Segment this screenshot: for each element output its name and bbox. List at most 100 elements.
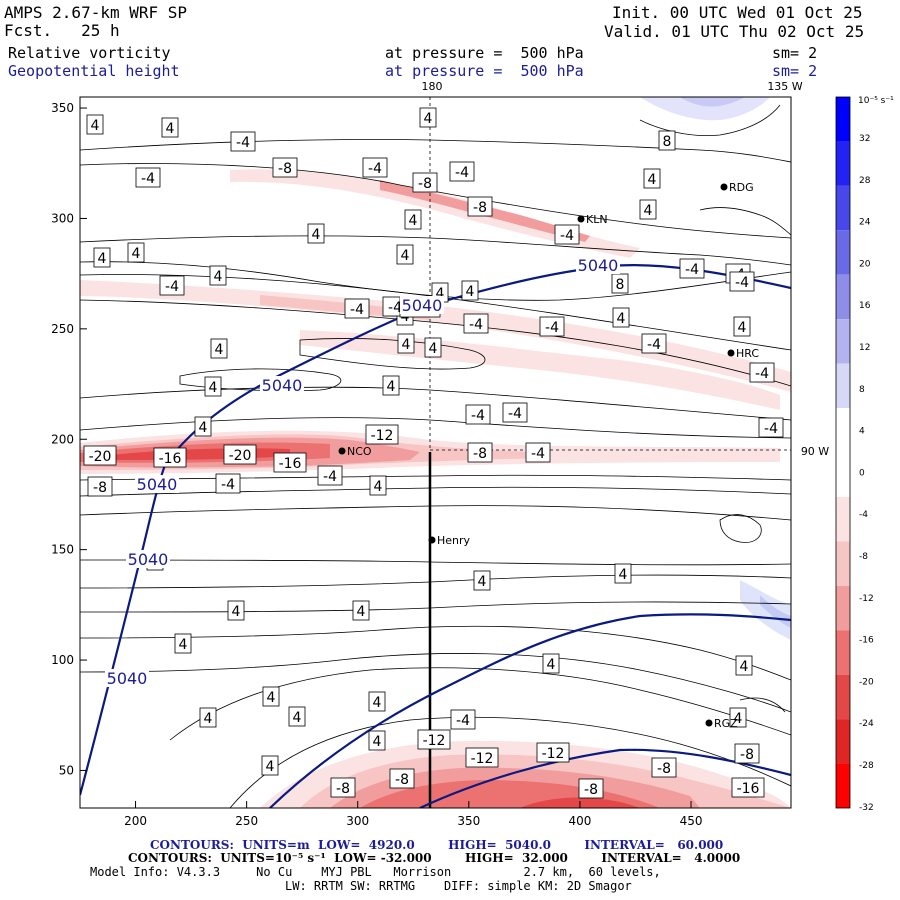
vorticity-label: 4 xyxy=(643,168,661,189)
colorbar-tick-label: 12 xyxy=(859,343,870,353)
vorticity-label: -4 xyxy=(679,258,705,279)
colorbar-tick-label: 16 xyxy=(859,301,871,311)
colorbar-tick-label: 4 xyxy=(859,427,865,437)
svg-text:8: 8 xyxy=(663,134,672,150)
x-tick-label: 200 xyxy=(124,814,147,828)
axes: 200 250 300 350 400 450 350 300 250 200 150 100 50 xyxy=(51,101,702,828)
height-labels: 5040 5040 5040 5040 5040 5040 xyxy=(105,256,620,688)
vorticity-label: -8 xyxy=(578,778,604,799)
svg-text:-4: -4 xyxy=(647,337,661,353)
svg-text:4: 4 xyxy=(740,659,749,675)
vorticity-label: 4 xyxy=(424,337,442,358)
vorticity-shading xyxy=(80,169,791,808)
vorticity-label: 4 xyxy=(733,316,751,337)
svg-text:4: 4 xyxy=(215,342,224,358)
vorticity-label: -4 xyxy=(215,473,241,494)
vorticity-label: 4 xyxy=(199,707,217,728)
meridian-180-label: 180 xyxy=(422,80,443,93)
stations: RDG KLN HRC NCO Henry RGZ xyxy=(338,181,759,730)
vorticity-label: 4 xyxy=(86,114,104,135)
station-marker xyxy=(338,447,346,455)
colorbar-tick-label: 24 xyxy=(859,218,871,228)
footer-vorticity-contours: CONTOURS: UNITS=10⁻⁵ s⁻¹ LOW= -32.000 HI… xyxy=(128,851,741,865)
vorticity-label: -4 xyxy=(317,465,343,486)
svg-text:5040: 5040 xyxy=(578,256,619,275)
forecast-hours: 25 h xyxy=(81,21,120,40)
svg-text:4: 4 xyxy=(266,759,275,775)
station-name: RGZ xyxy=(714,717,738,730)
station-marker xyxy=(727,349,735,357)
vorticity-label: -8 xyxy=(734,743,760,764)
vorticity-label: -12 xyxy=(417,729,451,750)
svg-text:-16: -16 xyxy=(279,456,302,472)
svg-text:-16: -16 xyxy=(737,781,760,797)
y-tick-label: 200 xyxy=(51,432,74,446)
svg-text:-8: -8 xyxy=(657,761,671,777)
svg-text:4: 4 xyxy=(429,341,438,357)
y-tick-label: 300 xyxy=(51,211,74,225)
vorticity-label: -8 xyxy=(272,157,298,178)
vorticity-label: -4 xyxy=(159,275,185,296)
height-label: 5040 xyxy=(260,376,304,395)
height-label: 5040 xyxy=(135,475,179,494)
colorbar-segment xyxy=(836,230,850,275)
station-marker xyxy=(577,215,585,223)
svg-text:-8: -8 xyxy=(473,446,487,462)
colorbar-segment xyxy=(836,719,850,764)
svg-text:4: 4 xyxy=(98,251,107,267)
svg-text:5040: 5040 xyxy=(262,376,303,395)
svg-text:-8: -8 xyxy=(473,200,487,216)
svg-text:4: 4 xyxy=(619,567,628,583)
footer-height-contours: CONTOURS: UNITS=m LOW= 4920.0 HIGH= 5040… xyxy=(150,838,724,852)
station-henry: Henry xyxy=(428,534,471,547)
vorticity-label: -4 xyxy=(641,333,667,354)
vorticity-label: 4 xyxy=(93,247,111,268)
svg-text:4: 4 xyxy=(547,657,556,673)
colorbar-segment xyxy=(836,408,850,453)
colorbar-segment xyxy=(836,319,850,364)
height-label: 5040 xyxy=(400,296,444,315)
svg-text:4: 4 xyxy=(214,269,223,285)
station-marker xyxy=(720,183,728,191)
vorticity-label: -4 xyxy=(463,313,489,334)
colorbar-segment xyxy=(836,763,850,808)
vorticity-label: 4 xyxy=(382,375,400,396)
colorbar-segment xyxy=(836,674,850,720)
height-label: 5040 xyxy=(105,669,149,688)
svg-text:-4: -4 xyxy=(236,135,250,151)
svg-text:4: 4 xyxy=(436,286,445,302)
vorticity-label: -4 xyxy=(749,362,775,383)
colorbar-segment xyxy=(836,97,850,142)
colorbar-segment xyxy=(836,185,850,231)
plot-area: 4 4 4 -4 -4 -8 -4 -8 -8 -4 8 -4 4 4 4 4 4 -4 4 4 4 -4 -4 8 -4 4 4 4… xyxy=(80,97,791,808)
svg-text:4: 4 xyxy=(373,734,382,750)
vorticity-label: 4 xyxy=(369,475,387,496)
svg-text:-4: -4 xyxy=(560,228,574,244)
field1-level: at pressure = 500 hPa xyxy=(385,44,584,62)
svg-text:-4: -4 xyxy=(545,320,559,336)
vorticity-label: -4 xyxy=(465,404,491,425)
vorticity-label: -4 xyxy=(502,402,528,423)
colorbar-tick-label: 8 xyxy=(859,385,865,395)
station-hrc: HRC xyxy=(727,347,759,360)
svg-text:-4: -4 xyxy=(456,713,470,729)
height-label: 5040 xyxy=(576,256,620,275)
svg-text:-8: -8 xyxy=(278,161,292,177)
svg-text:-8: -8 xyxy=(395,772,409,788)
svg-text:4: 4 xyxy=(738,320,747,336)
colorbar-segment xyxy=(836,541,850,586)
vorticity-label: 4 xyxy=(307,223,325,244)
colorbar-units: 10⁻⁵ s⁻¹ xyxy=(858,96,894,106)
x-tick-label: 350 xyxy=(457,814,480,828)
vorticity-label: 4 xyxy=(735,655,753,676)
vorticity-label: -4 xyxy=(758,417,784,438)
vorticity-label: 4 xyxy=(473,570,491,591)
svg-text:4: 4 xyxy=(91,118,100,134)
colorbar-tick-label: -12 xyxy=(859,594,874,604)
vorticity-label: 4 xyxy=(368,730,386,751)
field1-smoothing: sm= 2 xyxy=(772,44,818,62)
svg-text:5040: 5040 xyxy=(107,669,148,688)
svg-text:-8: -8 xyxy=(740,747,754,763)
station-name: Henry xyxy=(437,534,471,547)
vorticity-label: -8 xyxy=(651,757,677,778)
